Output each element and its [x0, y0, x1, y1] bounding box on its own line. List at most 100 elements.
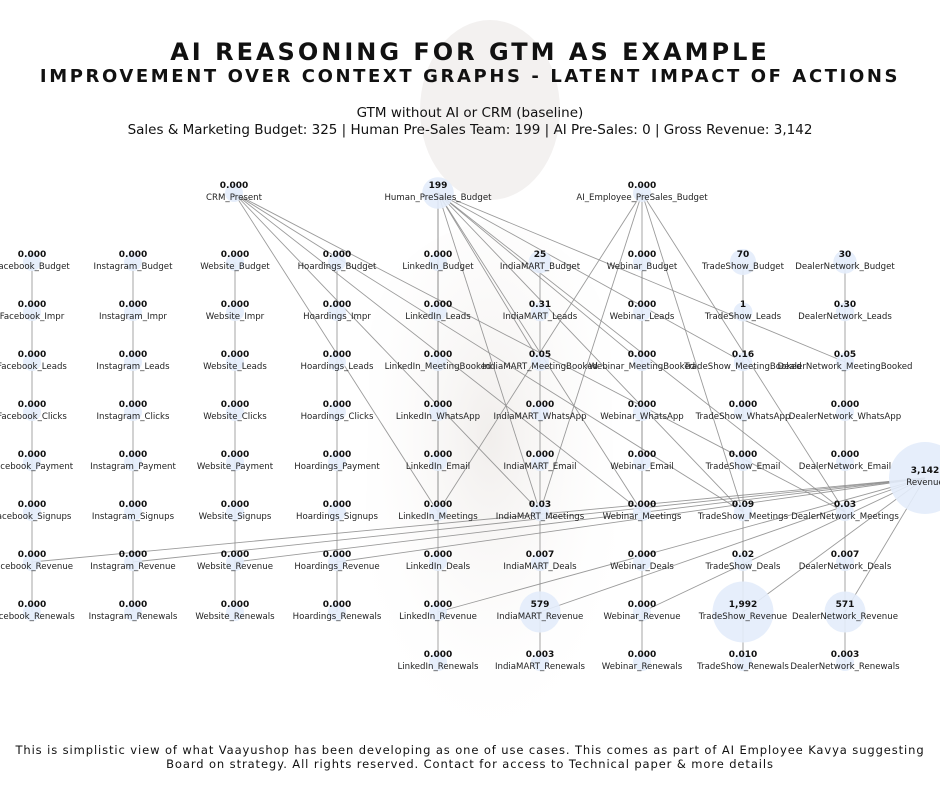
node-label: Facebook_Clicks [0, 412, 67, 422]
node-value: 0.03 [834, 500, 856, 510]
node-Facebook_Payment[interactable]: 0.000 Facebook_Payment [0, 450, 74, 472]
node-IndiaMART_WhatsApp[interactable]: 0.000 IndiaMART_WhatsApp [493, 400, 586, 422]
node-Website_Impr[interactable]: 0.000 Website_Impr [206, 300, 265, 322]
node-AI_Employee_PreSales_Budget[interactable]: 0.000 AI_Employee_PreSales_Budget [576, 181, 708, 203]
node-DealerNetwork_Deals[interactable]: 0.007 DealerNetwork_Deals [799, 550, 892, 572]
node-LinkedIn_Renewals[interactable]: 0.000 LinkedIn_Renewals [397, 650, 479, 672]
node-value: 0.000 [119, 250, 147, 260]
node-LinkedIn_MeetingBooked[interactable]: 0.000 LinkedIn_MeetingBooked [385, 350, 492, 372]
node-DealerNetwork_MeetingBooked[interactable]: 0.05 DealerNetwork_MeetingBooked [777, 350, 912, 372]
node-TradeShow_MeetingBooked[interactable]: 0.16 TradeShow_MeetingBooked [683, 350, 801, 372]
node-Webinar_Renewals[interactable]: 0.000 Webinar_Renewals [602, 650, 683, 672]
node-label: DealerNetwork_Email [799, 462, 891, 472]
node-Instagram_Clicks[interactable]: 0.000 Instagram_Clicks [97, 400, 170, 422]
node-IndiaMART_Revenue[interactable]: 579 IndiaMART_Revenue [497, 591, 584, 633]
node-Website_Leads[interactable]: 0.000 Website_Leads [203, 350, 267, 372]
node-Instagram_Leads[interactable]: 0.000 Instagram_Leads [96, 350, 170, 372]
node-Webinar_MeetingBooked[interactable]: 0.000 Webinar_MeetingBooked [589, 350, 695, 372]
node-Facebook_Revenue[interactable]: 0.000 Facebook_Revenue [0, 550, 73, 572]
node-IndiaMART_Deals[interactable]: 0.007 IndiaMART_Deals [503, 550, 577, 572]
node-IndiaMART_Meetings[interactable]: 0.03 IndiaMART_Meetings [496, 500, 585, 522]
node-circle [23, 303, 41, 321]
node-DealerNetwork_Revenue[interactable]: 571 DealerNetwork_Revenue [792, 591, 898, 633]
node-Webinar_Revenue[interactable]: 0.000 Webinar_Revenue [603, 600, 680, 622]
node-TradeShow_Email[interactable]: 0.000 TradeShow_Email [705, 450, 781, 472]
node-circle [633, 303, 651, 321]
node-Hoardings_Renewals[interactable]: 0.000 Hoardings_Renewals [293, 600, 382, 622]
page-title: AI REASONING FOR GTM AS EXAMPLE [170, 38, 770, 66]
node-Website_Payment[interactable]: 0.000 Website_Payment [197, 450, 274, 472]
node-circle [429, 353, 447, 371]
node-Instagram_Payment[interactable]: 0.000 Instagram_Payment [90, 450, 176, 472]
node-Webinar_Meetings[interactable]: 0.000 Webinar_Meetings [603, 500, 682, 522]
node-LinkedIn_Leads[interactable]: 0.000 LinkedIn_Leads [405, 300, 471, 322]
node-Website_Signups[interactable]: 0.000 Website_Signups [199, 500, 272, 522]
node-DealerNetwork_Email[interactable]: 0.000 DealerNetwork_Email [799, 450, 891, 472]
node-LinkedIn_Email[interactable]: 0.000 LinkedIn_Email [406, 450, 470, 472]
node-Instagram_Impr[interactable]: 0.000 Instagram_Impr [99, 300, 167, 322]
node-value: 0.000 [119, 300, 147, 310]
node-TradeShow_WhatsApp[interactable]: 0.000 TradeShow_WhatsApp [695, 400, 791, 422]
node-Hoardings_Payment[interactable]: 0.000 Hoardings_Payment [294, 450, 380, 472]
node-Facebook_Renewals[interactable]: 0.000 Facebook_Renewals [0, 600, 75, 622]
node-value: 0.010 [729, 650, 757, 660]
node-TradeShow_Renewals[interactable]: 0.010 TradeShow_Renewals [696, 650, 789, 672]
node-IndiaMART_MeetingBooked[interactable]: 0.05 IndiaMART_MeetingBooked [482, 350, 598, 372]
node-TradeShow_Deals[interactable]: 0.02 TradeShow_Deals [704, 550, 781, 572]
node-circle [733, 552, 753, 572]
node-Website_Clicks[interactable]: 0.000 Website_Clicks [203, 400, 267, 422]
node-TradeShow_Meetings[interactable]: 0.09 TradeShow_Meetings [697, 500, 789, 522]
node-IndiaMART_Email[interactable]: 0.000 IndiaMART_Email [503, 450, 576, 472]
node-Human_PreSales_Budget[interactable]: 199 Human_PreSales_Budget [384, 177, 492, 209]
node-IndiaMART_Renewals[interactable]: 0.003 IndiaMART_Renewals [495, 650, 586, 672]
node-Instagram_Signups[interactable]: 0.000 Instagram_Signups [92, 500, 175, 522]
node-circle [226, 453, 244, 471]
node-Hoardings_Revenue[interactable]: 0.000 Hoardings_Revenue [294, 550, 379, 572]
node-Facebook_Leads[interactable]: 0.000 Facebook_Leads [0, 350, 67, 372]
node-value: 0.000 [831, 400, 859, 410]
node-LinkedIn_Deals[interactable]: 0.000 LinkedIn_Deals [406, 550, 471, 572]
node-Facebook_Clicks[interactable]: 0.000 Facebook_Clicks [0, 400, 67, 422]
node-Webinar_Leads[interactable]: 0.000 Webinar_Leads [610, 300, 675, 322]
node-IndiaMART_Leads[interactable]: 0.31 IndiaMART_Leads [503, 300, 578, 322]
node-circle [429, 553, 447, 571]
node-Webinar_Email[interactable]: 0.000 Webinar_Email [610, 450, 674, 472]
node-Website_Revenue[interactable]: 0.000 Website_Revenue [197, 550, 273, 572]
node-DealerNetwork_Renewals[interactable]: 0.003 DealerNetwork_Renewals [790, 650, 900, 672]
node-LinkedIn_Revenue[interactable]: 0.000 LinkedIn_Revenue [399, 600, 477, 622]
node-CRM_Present[interactable]: 0.000 CRM_Present [206, 181, 263, 203]
node-Website_Renewals[interactable]: 0.000 Website_Renewals [195, 600, 275, 622]
nodes: 0.000 CRM_Present 199 Human_PreSales_Budget… [0, 177, 940, 672]
node-Instagram_Revenue[interactable]: 0.000 Instagram_Revenue [90, 550, 175, 572]
node-Hoardings_Budget[interactable]: 0.000 Hoardings_Budget [298, 250, 377, 272]
node-circle [23, 603, 41, 621]
node-value: 0.000 [323, 450, 351, 460]
node-Hoardings_Clicks[interactable]: 0.000 Hoardings_Clicks [301, 400, 374, 422]
node-Instagram_Budget[interactable]: 0.000 Instagram_Budget [94, 250, 174, 272]
node-circle [429, 453, 447, 471]
node-IndiaMART_Budget[interactable]: 25 IndiaMART_Budget [500, 250, 581, 274]
node-TradeShow_Revenue[interactable]: 1,992 TradeShow_Revenue [698, 581, 787, 643]
node-Webinar_Deals[interactable]: 0.000 Webinar_Deals [610, 550, 674, 572]
node-label: LinkedIn_Leads [405, 312, 471, 322]
node-DealerNetwork_WhatsApp[interactable]: 0.000 DealerNetwork_WhatsApp [789, 400, 901, 422]
node-TradeShow_Budget[interactable]: 70 TradeShow_Budget [701, 248, 785, 276]
node-LinkedIn_Meetings[interactable]: 0.000 LinkedIn_Meetings [398, 500, 478, 522]
node-Webinar_Budget[interactable]: 0.000 Webinar_Budget [607, 250, 678, 272]
node-DealerNetwork_Leads[interactable]: 0.30 DealerNetwork_Leads [798, 300, 892, 322]
node-Website_Budget[interactable]: 0.000 Website_Budget [200, 250, 270, 272]
node-Facebook_Budget[interactable]: 0.000 Facebook_Budget [0, 250, 70, 272]
node-TradeShow_Leads[interactable]: 1 TradeShow_Leads [704, 300, 782, 322]
node-Instagram_Renewals[interactable]: 0.000 Instagram_Renewals [89, 600, 178, 622]
node-Revenue[interactable]: 3,142 Revenue [889, 442, 940, 514]
node-Facebook_Impr[interactable]: 0.000 Facebook_Impr [0, 300, 65, 322]
node-DealerNetwork_Budget[interactable]: 30 DealerNetwork_Budget [795, 250, 895, 274]
node-LinkedIn_Budget[interactable]: 0.000 LinkedIn_Budget [402, 250, 474, 272]
node-Hoardings_Impr[interactable]: 0.000 Hoardings_Impr [303, 300, 371, 322]
node-LinkedIn_WhatsApp[interactable]: 0.000 LinkedIn_WhatsApp [396, 400, 480, 422]
node-Facebook_Signups[interactable]: 0.000 Facebook_Signups [0, 500, 72, 522]
node-Webinar_WhatsApp[interactable]: 0.000 Webinar_WhatsApp [600, 400, 684, 422]
node-Hoardings_Leads[interactable]: 0.000 Hoardings_Leads [300, 350, 374, 372]
node-DealerNetwork_Meetings[interactable]: 0.03 DealerNetwork_Meetings [791, 500, 899, 522]
node-Hoardings_Signups[interactable]: 0.000 Hoardings_Signups [296, 500, 379, 522]
